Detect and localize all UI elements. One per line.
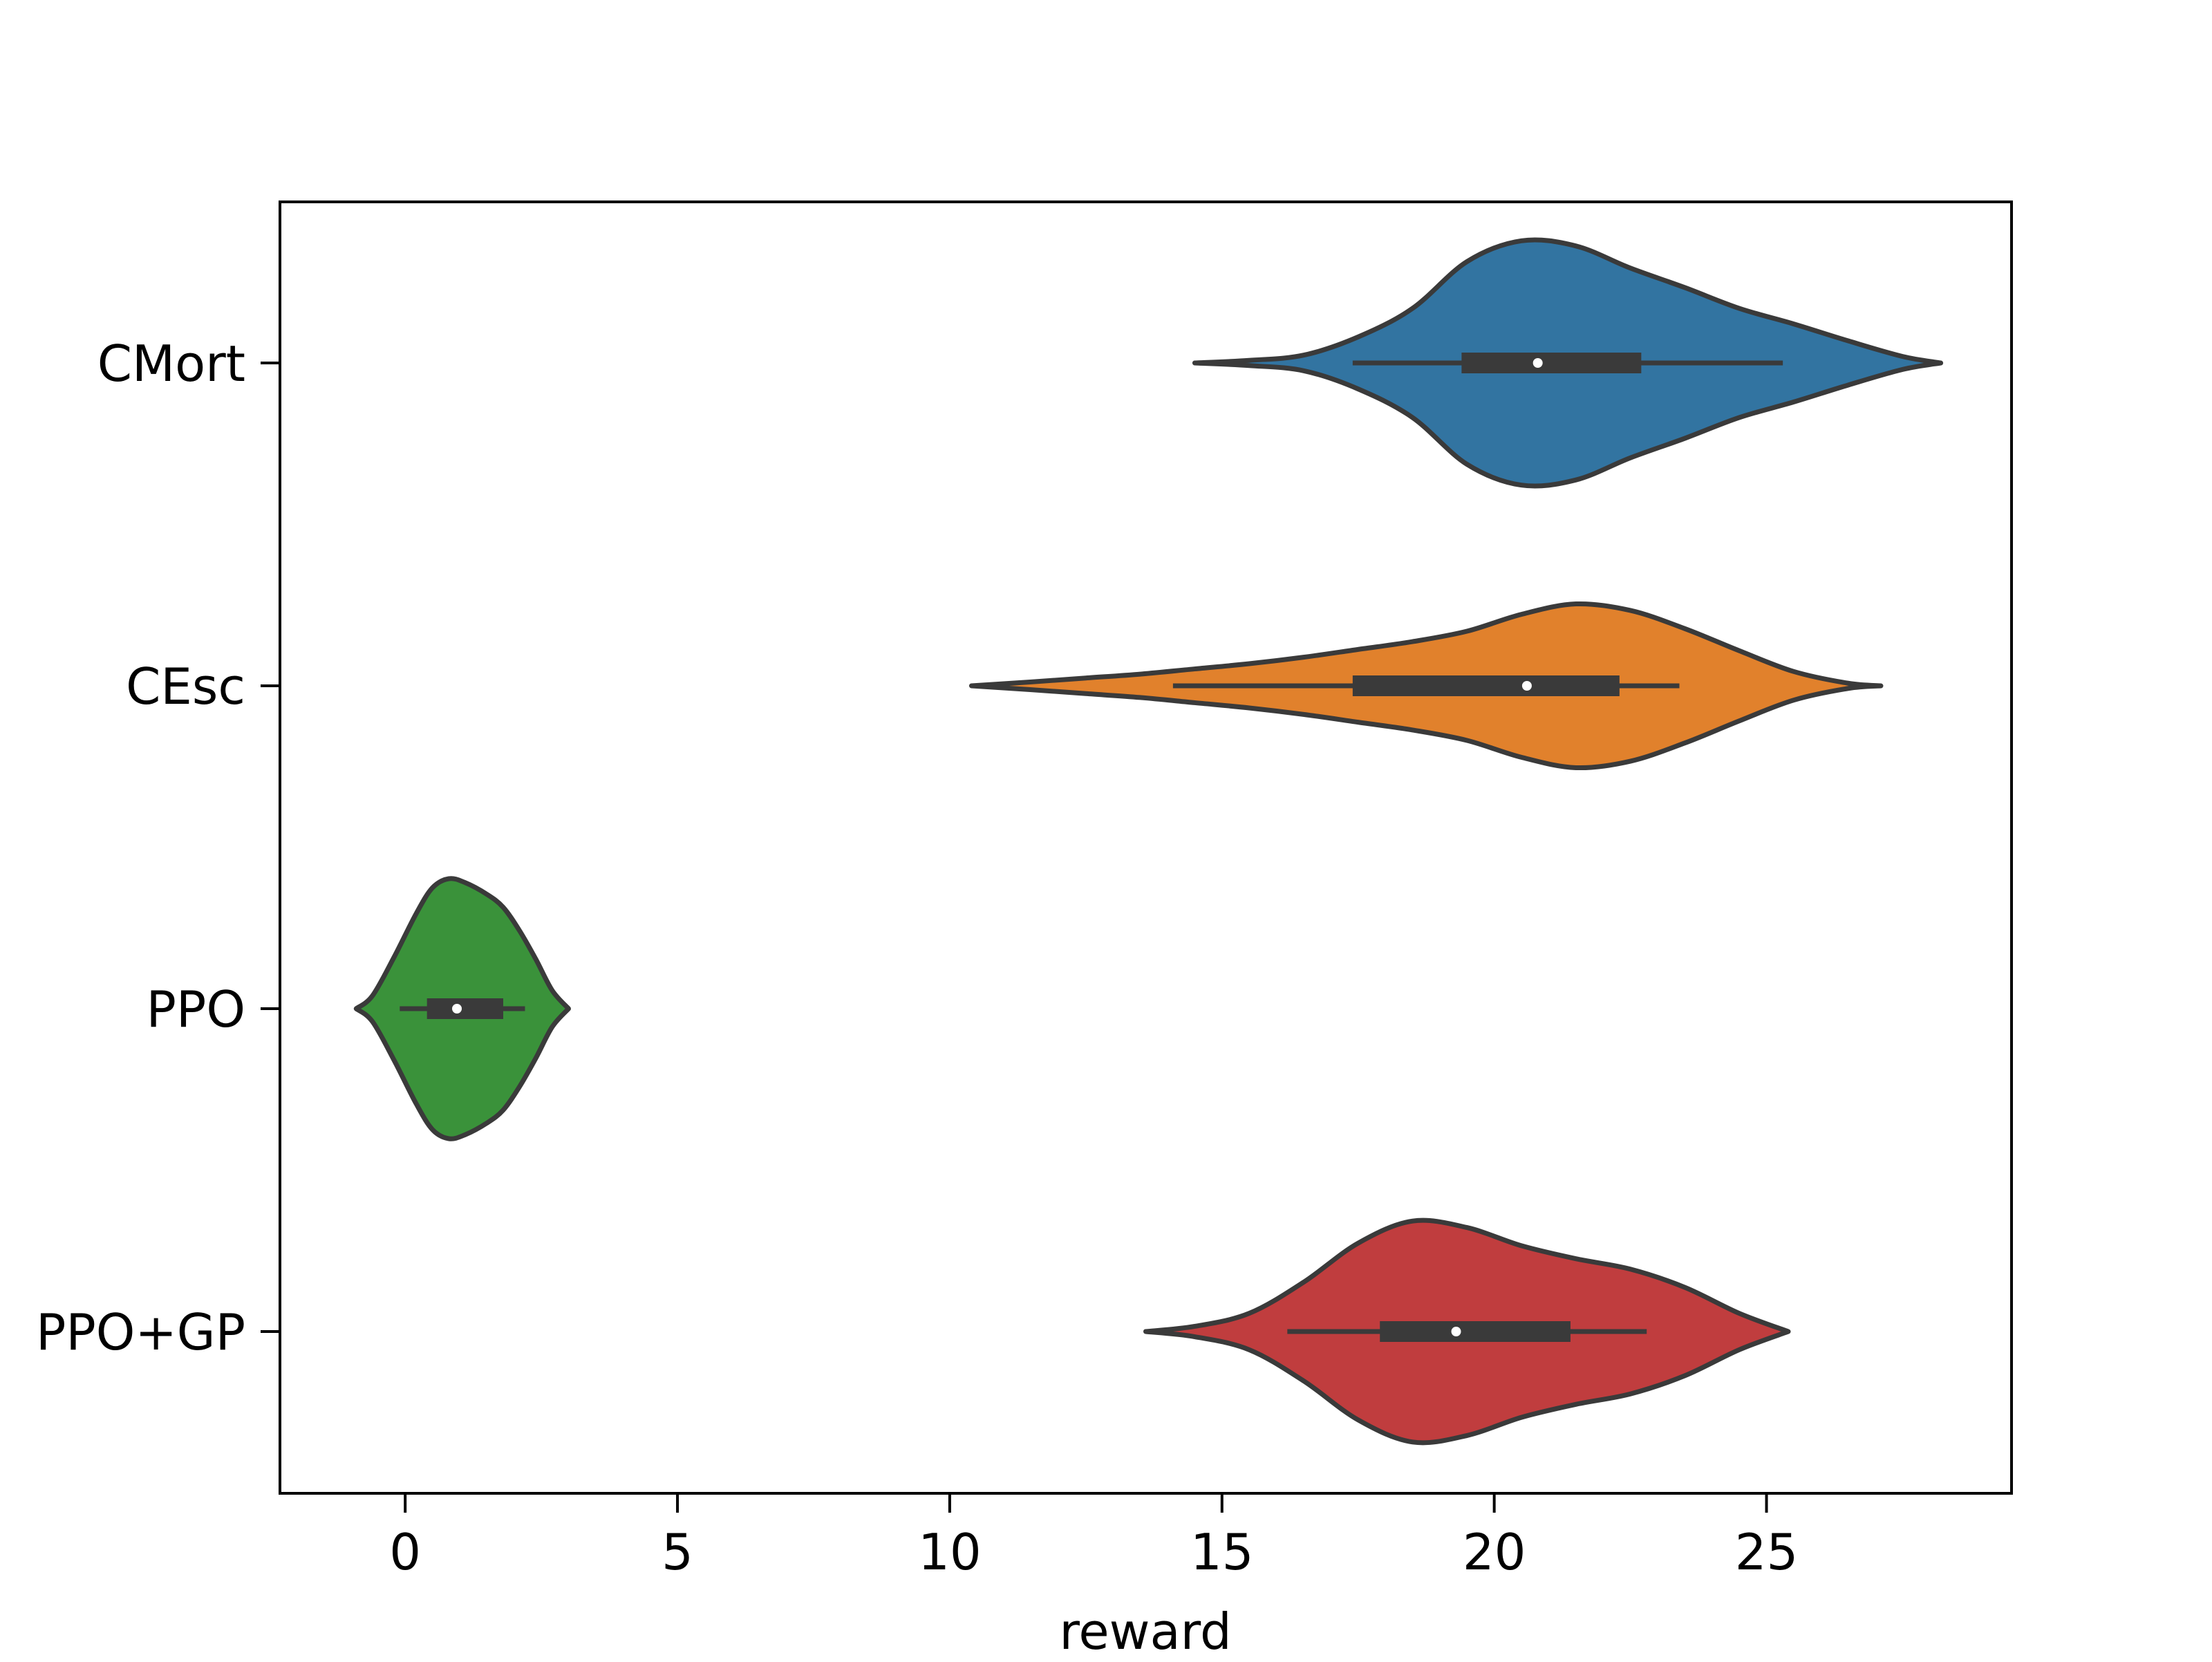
plot-area-frame <box>279 200 2013 1495</box>
x-tick-label-20: 20 <box>1463 1523 1526 1581</box>
median-point-cmort <box>1533 358 1543 368</box>
median-point-ppo <box>452 1004 462 1014</box>
y-axis: CMort CEsc PPO PPO+GP <box>36 335 280 1361</box>
y-tick-label-ppo-gp: PPO+GP <box>36 1303 245 1361</box>
iqr-box-cmort <box>1461 353 1642 373</box>
violin-group-ppo-gp <box>1143 1217 1791 1446</box>
x-tick-label-5: 5 <box>662 1523 693 1581</box>
y-tick-label-cesc: CEsc <box>126 657 245 716</box>
x-axis: 0 5 10 15 20 25 <box>389 1493 1798 1581</box>
iqr-box-cesc <box>1352 675 1620 696</box>
violin-group-ppo <box>353 876 571 1141</box>
violin-group-cesc <box>968 601 1884 771</box>
median-point-cesc <box>1521 681 1532 691</box>
violins-layer <box>353 237 1944 1446</box>
x-tick-label-25: 25 <box>1735 1523 1799 1581</box>
x-tick-label-0: 0 <box>389 1523 421 1581</box>
x-axis-label: reward <box>1059 1603 1231 1659</box>
x-tick-label-15: 15 <box>1190 1523 1254 1581</box>
violin-group-cmort <box>1192 237 1944 489</box>
y-tick-label-ppo: PPO <box>146 980 245 1038</box>
x-tick-label-10: 10 <box>918 1523 982 1581</box>
median-point-ppo-gp <box>1451 1327 1461 1336</box>
iqr-box-ppo <box>427 998 503 1019</box>
iqr-box-ppo-gp <box>1380 1321 1571 1342</box>
y-tick-label-cmort: CMort <box>97 335 245 393</box>
